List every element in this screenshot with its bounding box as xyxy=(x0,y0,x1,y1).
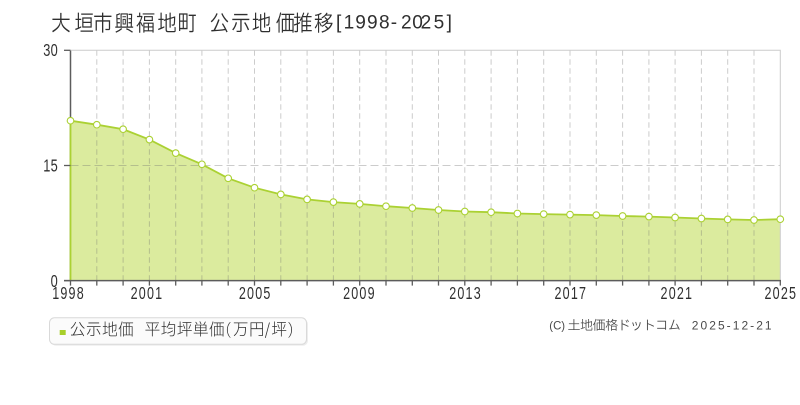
svg-text:2025: 2025 xyxy=(764,284,796,304)
svg-text:2009: 2009 xyxy=(343,284,375,304)
svg-text:(C): (C) xyxy=(549,319,565,333)
svg-text:2013: 2013 xyxy=(449,284,481,304)
svg-text:0: 0 xyxy=(51,272,58,292)
svg-text:1998: 1998 xyxy=(52,284,84,304)
svg-text:30: 30 xyxy=(43,41,58,61)
svg-text:15: 15 xyxy=(43,157,58,177)
svg-text:2001: 2001 xyxy=(131,284,163,304)
svg-text:2005: 2005 xyxy=(239,284,271,304)
svg-text:2025-12-21: 2025-12-21 xyxy=(692,319,772,333)
svg-text:2021: 2021 xyxy=(661,284,693,304)
svg-text:2017: 2017 xyxy=(554,284,586,304)
svg-text:[1998-2025]: [1998-2025] xyxy=(336,12,452,33)
